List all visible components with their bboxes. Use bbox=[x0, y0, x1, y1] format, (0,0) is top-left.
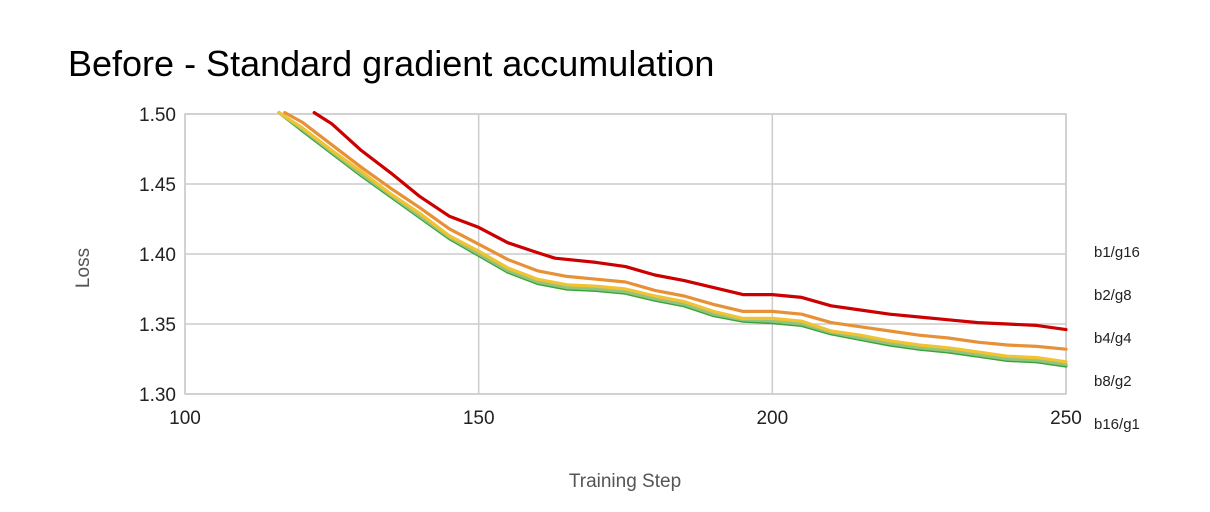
legend-entry-b8-g2: b8/g2 bbox=[1094, 373, 1132, 390]
y-tick-label: 1.50 bbox=[139, 105, 176, 126]
legend-entry-b1-g16: b1/g16 bbox=[1094, 244, 1140, 261]
x-axis-ticks: 100 150 200 250 bbox=[169, 408, 1082, 429]
series-line-b8-g2 bbox=[277, 111, 1068, 367]
y-axis-label: Loss bbox=[73, 248, 94, 288]
legend: b1/g16 b2/g8 b4/g4 b8/g2 b16/g1 bbox=[1094, 244, 1140, 433]
x-tick-label: 200 bbox=[756, 408, 788, 429]
series-line-b16-g1 bbox=[277, 111, 1068, 368]
y-tick-label: 1.40 bbox=[139, 245, 176, 266]
series-lines bbox=[277, 111, 1068, 368]
series-line-b2-g8 bbox=[283, 111, 1068, 351]
y-tick-label: 1.45 bbox=[139, 175, 176, 196]
y-axis-ticks: 1.30 1.35 1.40 1.45 1.50 bbox=[139, 105, 176, 406]
legend-entry-b16-g1: b16/g1 bbox=[1094, 416, 1140, 433]
x-tick-label: 150 bbox=[463, 408, 495, 429]
x-tick-label: 100 bbox=[169, 408, 201, 429]
legend-entry-b2-g8: b2/g8 bbox=[1094, 287, 1132, 304]
legend-entry-b4-g4: b4/g4 bbox=[1094, 330, 1132, 347]
x-tick-label: 250 bbox=[1050, 408, 1082, 429]
y-tick-label: 1.30 bbox=[139, 385, 176, 406]
x-axis-label: Training Step bbox=[569, 471, 681, 492]
y-tick-label: 1.35 bbox=[139, 315, 176, 336]
plot-frame bbox=[184, 113, 1067, 395]
chart-title: Before - Standard gradient accumulation bbox=[68, 43, 714, 84]
series-line-b1-g16 bbox=[312, 111, 1068, 332]
series-line-b4-g4 bbox=[277, 111, 1068, 364]
